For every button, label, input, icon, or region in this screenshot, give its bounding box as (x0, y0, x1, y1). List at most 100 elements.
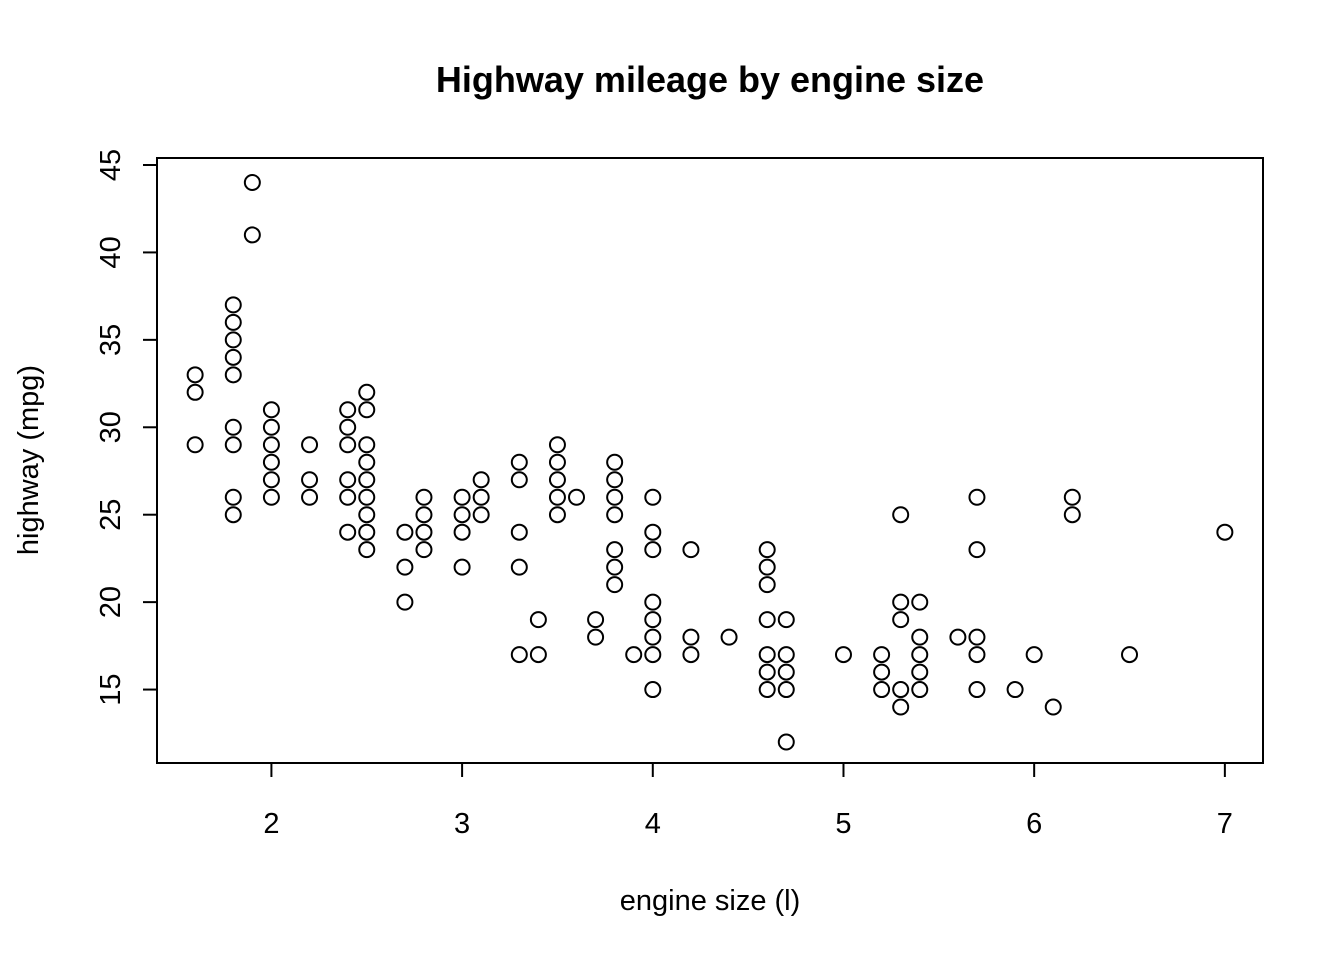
data-point (453, 523, 471, 541)
data-point (186, 366, 204, 384)
data-point (510, 523, 528, 541)
data-point (644, 523, 662, 541)
data-point (339, 436, 357, 454)
data-point (510, 646, 528, 664)
data-point (358, 488, 376, 506)
y-axis-label: highway (mpg) (13, 365, 45, 555)
data-point (911, 681, 929, 699)
data-point (1006, 681, 1024, 699)
data-point (358, 506, 376, 524)
data-point (415, 506, 433, 524)
data-point (682, 628, 700, 646)
data-point (1025, 646, 1043, 664)
x-tick-label: 2 (263, 808, 279, 840)
data-point (758, 611, 776, 629)
data-point (968, 681, 986, 699)
data-point (301, 488, 319, 506)
plot-frame (156, 157, 1264, 764)
data-point (1216, 523, 1234, 541)
data-point (548, 453, 566, 471)
data-point (625, 646, 643, 664)
y-tick-label: 45 (95, 149, 127, 181)
data-point (968, 628, 986, 646)
data-point (243, 173, 261, 191)
data-point (892, 698, 910, 716)
y-tick-label: 25 (95, 499, 127, 531)
data-point (758, 681, 776, 699)
data-point (262, 401, 280, 419)
data-point (911, 646, 929, 664)
data-point (682, 541, 700, 559)
data-point (339, 488, 357, 506)
data-point (892, 681, 910, 699)
data-point (472, 506, 490, 524)
data-point (548, 436, 566, 454)
data-point (758, 541, 776, 559)
data-point (644, 541, 662, 559)
x-axis: 2 3 4 5 6 7 (263, 762, 1233, 840)
data-point (358, 383, 376, 401)
data-point (834, 646, 852, 664)
data-point (1121, 646, 1139, 664)
data-point (339, 523, 357, 541)
data-point (510, 453, 528, 471)
data-point (777, 681, 795, 699)
data-point (720, 628, 738, 646)
data-point (415, 523, 433, 541)
data-point (262, 418, 280, 436)
y-tick-label: 40 (95, 236, 127, 268)
data-point (682, 646, 700, 664)
data-point (777, 663, 795, 681)
data-point (968, 488, 986, 506)
data-point (606, 558, 624, 576)
data-point (358, 541, 376, 559)
x-tick-label: 4 (645, 808, 661, 840)
data-point (777, 611, 795, 629)
data-point (644, 488, 662, 506)
data-point (758, 558, 776, 576)
y-tick-label: 30 (95, 411, 127, 443)
data-point (224, 348, 242, 366)
data-point (606, 576, 624, 594)
data-point (186, 436, 204, 454)
data-point (758, 576, 776, 594)
data-point (358, 471, 376, 489)
chart-title: Highway mileage by engine size (436, 59, 984, 100)
data-point (358, 523, 376, 541)
data-point (339, 471, 357, 489)
data-point (548, 506, 566, 524)
data-point (339, 401, 357, 419)
data-point (358, 436, 376, 454)
x-tick-label: 3 (454, 808, 470, 840)
data-point (644, 611, 662, 629)
data-point (510, 471, 528, 489)
data-point (644, 646, 662, 664)
data-point (548, 488, 566, 506)
data-point (472, 471, 490, 489)
data-point (453, 506, 471, 524)
data-point (453, 488, 471, 506)
x-tick-label: 5 (835, 808, 851, 840)
y-tick-label: 35 (95, 324, 127, 356)
data-point (262, 471, 280, 489)
data-point (968, 541, 986, 559)
data-point (911, 628, 929, 646)
data-point (224, 331, 242, 349)
data-point (873, 663, 891, 681)
data-point (529, 646, 547, 664)
data-point (892, 506, 910, 524)
x-tick-label: 7 (1217, 808, 1233, 840)
data-point (777, 733, 795, 751)
data-point (644, 593, 662, 611)
data-point (777, 646, 795, 664)
data-point (949, 628, 967, 646)
y-tick-label: 15 (95, 673, 127, 705)
data-point (262, 488, 280, 506)
data-point (339, 418, 357, 436)
data-point (224, 488, 242, 506)
data-point (587, 628, 605, 646)
data-point (262, 453, 280, 471)
data-point (301, 471, 319, 489)
